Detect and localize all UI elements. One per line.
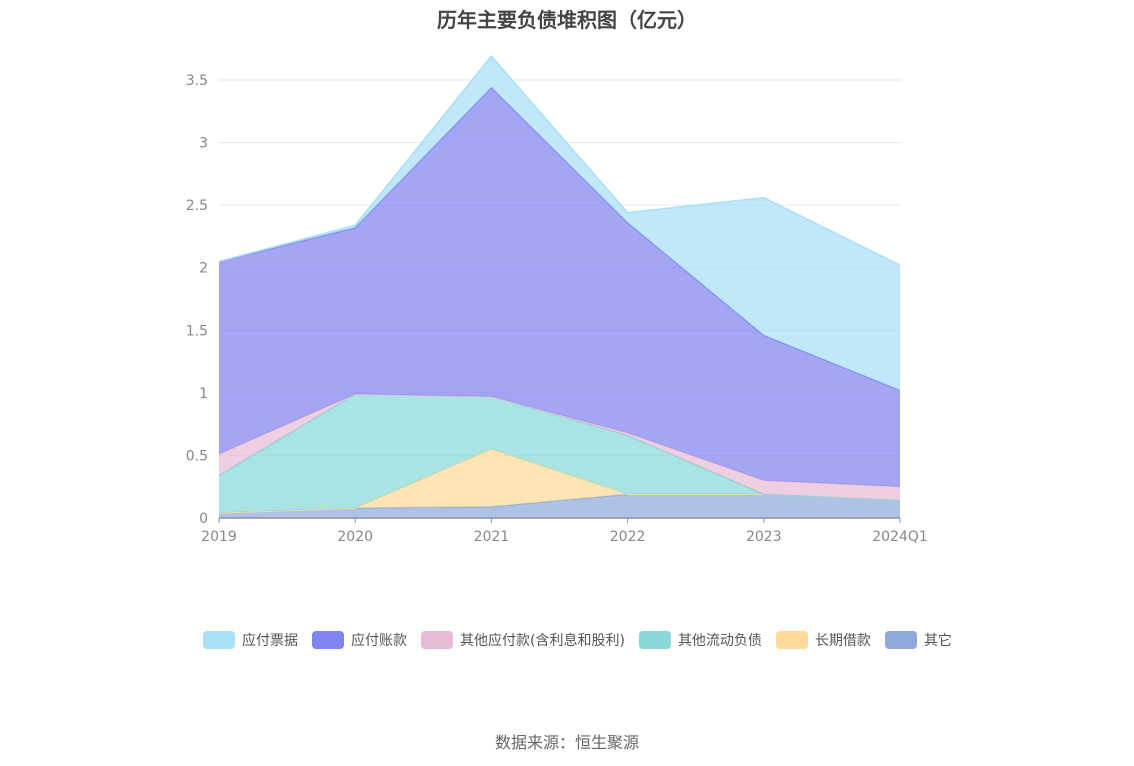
legend-label: 其它 — [923, 633, 952, 649]
x-tick-label: 2024Q1 — [872, 529, 928, 545]
x-tick-label: 2019 — [201, 529, 237, 545]
legend-label: 长期借款 — [814, 633, 871, 649]
legend-swatch — [638, 631, 671, 649]
series-line — [218, 55, 901, 266]
y-tick-label: 3 — [199, 136, 208, 152]
legend-swatch — [775, 631, 808, 649]
legend-item[interactable]: 其他应付款(含利息和股利) — [421, 630, 625, 650]
legend-swatch — [421, 631, 453, 649]
y-tick-label: 3.5 — [186, 73, 208, 89]
y-tick-label: 2 — [199, 261, 208, 277]
legend-item[interactable]: 其他流动负债 — [638, 630, 762, 650]
legend-label: 应付账款 — [351, 633, 407, 649]
y-tick-label: 1 — [199, 386, 208, 402]
axes: 0 0.5 1 1.5 2 2.5 3 3.5 2019 2020 2021 2022 2023 2024… — [186, 73, 928, 545]
area-series — [219, 394, 900, 513]
x-tick-label: 2021 — [474, 529, 510, 545]
area-series — [219, 494, 900, 518]
legend-item[interactable]: 应付票据 — [203, 630, 298, 650]
area-chart: 0 0.5 1 1.5 2 2.5 3 3.5 2019 2020 2021 2022 2023 2024… — [186, 55, 928, 545]
y-tick-label: 1.5 — [186, 323, 208, 339]
y-tick-label: 2.5 — [186, 198, 208, 214]
area-series — [219, 449, 900, 513]
source-note: 数据来源：恒生聚源 — [494, 733, 639, 752]
legend: 应付票据 应付账款 其他应付款(含利息和股利) 其他流动负债 长期借款 其它 — [203, 630, 983, 650]
x-tick-label: 2023 — [746, 529, 782, 545]
legend-item[interactable]: 其它 — [884, 630, 952, 650]
area-series — [219, 394, 900, 501]
legend-label: 其他流动负债 — [677, 633, 762, 649]
legend-item[interactable]: 应付账款 — [312, 630, 407, 650]
x-tick-label: 2022 — [610, 529, 646, 545]
legend-swatch — [203, 631, 235, 649]
legend-swatch — [312, 631, 344, 649]
x-tick-label: 2020 — [337, 529, 373, 545]
legend-item[interactable]: 长期借款 — [775, 630, 871, 650]
series-areas — [218, 55, 901, 518]
y-tick-label: 0.5 — [186, 448, 208, 464]
legend-label: 应付票据 — [242, 633, 298, 649]
area-series — [219, 56, 900, 391]
area-series — [219, 87, 900, 487]
chart-title: 历年主要负债堆积图（亿元） — [437, 8, 697, 32]
y-tick-label: 0 — [199, 511, 208, 527]
legend-swatch — [884, 631, 917, 649]
legend-label: 其他应付款(含利息和股利) — [460, 633, 625, 649]
